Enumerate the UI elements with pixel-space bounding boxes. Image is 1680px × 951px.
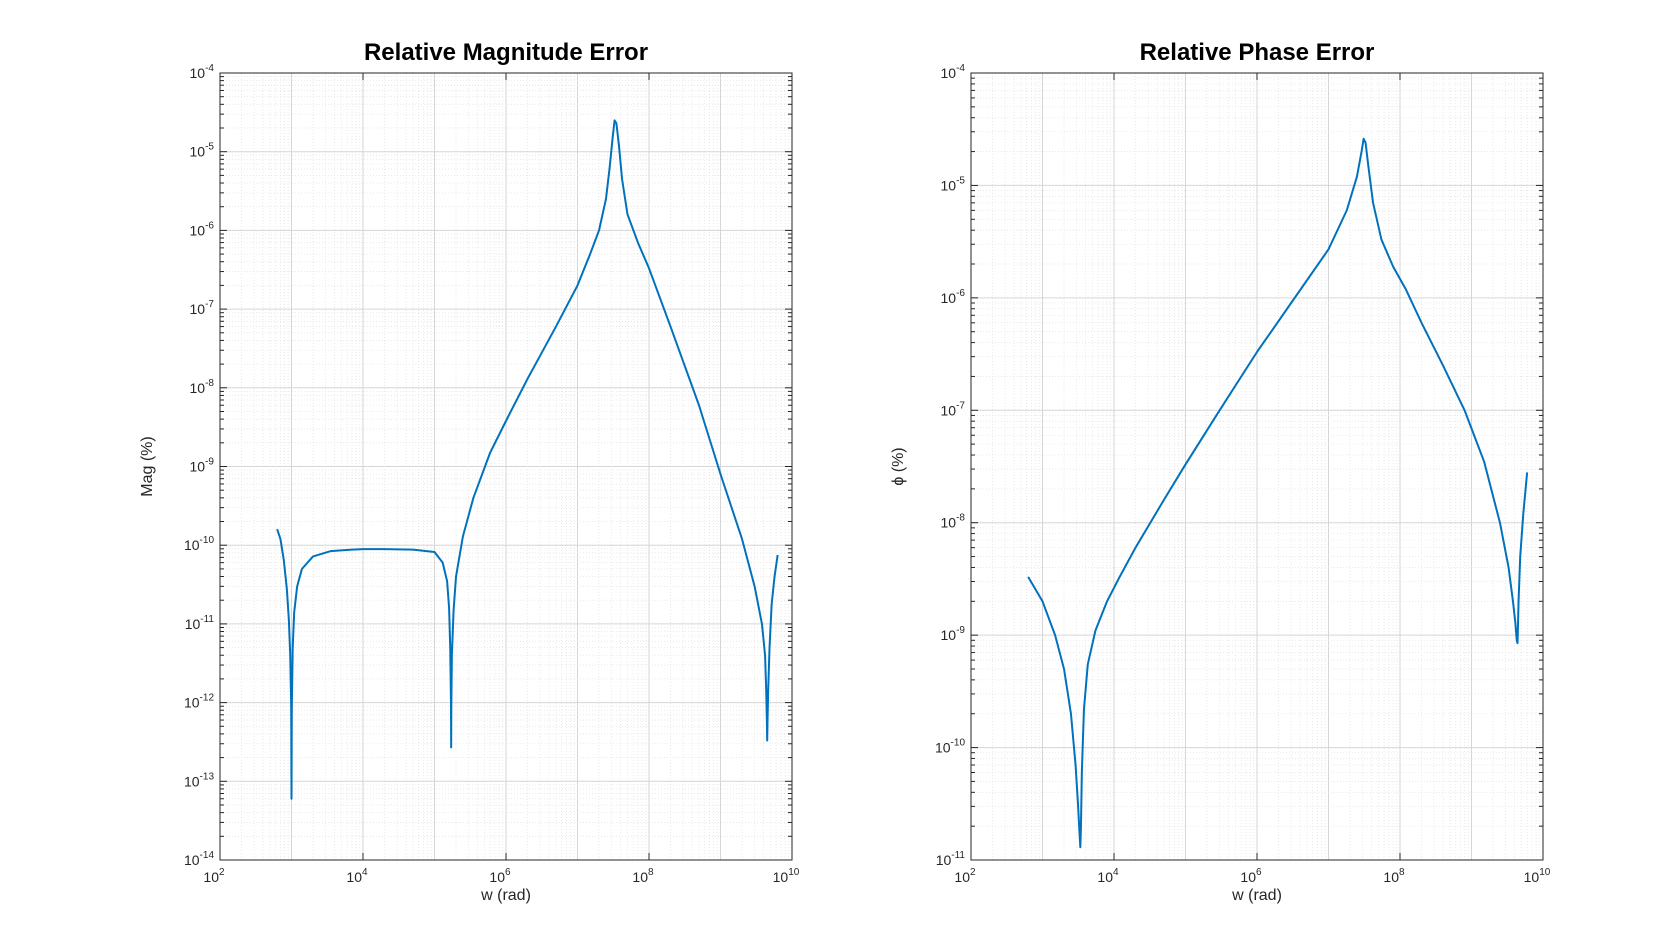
chart-title: Relative Phase Error (1140, 39, 1375, 66)
y-tick-label: 10-9 (190, 457, 215, 475)
y-tick-label: 10-9 (941, 625, 966, 643)
x-tick-label: 108 (632, 867, 654, 885)
y-axis-label: Mag (%) (139, 436, 156, 496)
x-tick-label: 102 (954, 867, 976, 885)
y-tick-label: 10-13 (184, 771, 214, 789)
y-tick-label: 10-11 (936, 850, 966, 868)
x-tick-label: 1010 (773, 867, 800, 885)
y-tick-label: 10-6 (941, 288, 966, 306)
y-tick-label: 10-10 (184, 535, 214, 553)
y-tick-label: 10-10 (935, 738, 965, 756)
tick-marks (219, 72, 793, 861)
phase-error-chart: 102 104 106 108 1010 10-11 10-10 10-9 10-8 10-7 10… (890, 39, 1551, 904)
x-tick-label: 102 (203, 867, 225, 885)
grid (971, 73, 1543, 860)
x-tick-label: 108 (1383, 867, 1405, 885)
y-tick-label: 10-7 (190, 299, 215, 317)
tick-labels: 102 104 106 108 1010 10-14 10-13 10-12 10-11 10-1… (184, 63, 800, 885)
y-tick-label: 10-7 (941, 400, 966, 418)
chart-title: Relative Magnitude Error (364, 39, 648, 66)
y-tick-label: 10-12 (184, 693, 214, 711)
tick-marks (970, 72, 1544, 861)
x-tick-label: 104 (346, 867, 368, 885)
magnitude-error-chart: 102 104 106 108 1010 10-14 10-13 10-12 10-11 10-1… (139, 39, 800, 904)
x-axis-label: w (rad) (480, 887, 531, 904)
series-line (276, 119, 779, 800)
x-tick-label: 1010 (1524, 867, 1551, 885)
tick-labels: 102 104 106 108 1010 10-11 10-10 10-9 10-8 10-7 10… (935, 63, 1551, 885)
x-axis-label: w (rad) (1231, 887, 1282, 904)
y-tick-label: 10-4 (190, 63, 215, 81)
y-axis-label: ϕ (%) (890, 447, 907, 485)
y-tick-label: 10-11 (185, 614, 215, 632)
x-tick-label: 106 (1240, 867, 1262, 885)
y-tick-label: 10-4 (941, 63, 966, 81)
y-tick-label: 10-8 (190, 378, 215, 396)
y-tick-label: 10-14 (184, 850, 214, 868)
series-line (1027, 137, 1529, 849)
y-tick-label: 10-8 (941, 513, 966, 531)
series-lines (276, 119, 779, 800)
x-tick-label: 104 (1097, 867, 1119, 885)
y-tick-label: 10-6 (190, 220, 215, 238)
series-lines (1027, 137, 1529, 849)
y-tick-label: 10-5 (941, 175, 966, 193)
x-tick-label: 106 (489, 867, 511, 885)
y-tick-label: 10-5 (190, 142, 215, 160)
